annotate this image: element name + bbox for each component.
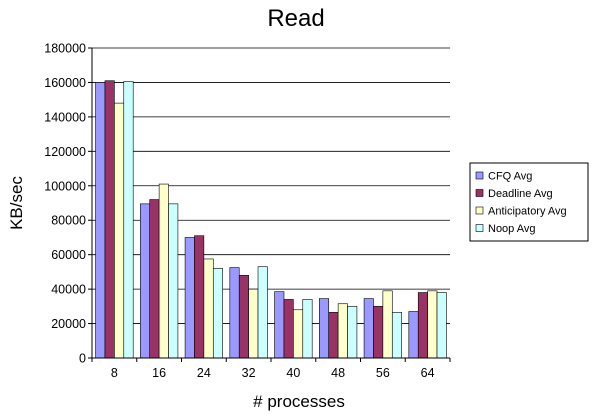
- legend-swatch: [475, 206, 484, 215]
- chart-title: Read: [267, 5, 324, 32]
- bar-anticipatory-avg-64: [427, 290, 438, 359]
- y-tick-label: 140000: [44, 110, 86, 124]
- bar-noop-avg-48: [347, 306, 358, 359]
- bar-cfq-avg-48: [319, 298, 330, 359]
- bar-anticipatory-avg-8: [114, 102, 125, 359]
- bar-deadline-avg-40: [283, 299, 294, 359]
- x-tick-label: 40: [286, 366, 300, 380]
- x-tick-label: 48: [331, 366, 345, 380]
- x-axis-label: # processes: [253, 392, 345, 411]
- legend-label: Noop Avg: [488, 223, 536, 235]
- y-tick-label: 40000: [51, 283, 86, 297]
- bar-cfq-avg-56: [363, 298, 374, 359]
- bar-cfq-avg-32: [229, 267, 240, 359]
- x-tick-label: 24: [197, 366, 211, 380]
- y-tick-label: 60000: [51, 248, 86, 262]
- bar-anticipatory-avg-40: [293, 309, 304, 359]
- legend: CFQ Avg Deadline Avg Anticipatory Avg Noop …: [469, 162, 589, 242]
- y-tick-label: 120000: [44, 145, 86, 159]
- legend-swatch: [475, 224, 484, 232]
- y-tick-label: 180000: [44, 42, 86, 56]
- x-tick-label: 8: [111, 366, 118, 380]
- bar-deadline-avg-8: [104, 80, 115, 359]
- x-tick-label: 16: [152, 366, 166, 380]
- legend-label: CFQ Avg: [488, 171, 532, 183]
- bar-deadline-avg-16: [149, 199, 160, 359]
- bar-anticipatory-avg-48: [337, 303, 348, 359]
- bar-noop-avg-8: [123, 81, 134, 359]
- bar-cfq-avg-16: [140, 203, 151, 359]
- bar-deadline-avg-56: [373, 306, 384, 359]
- bar-cfq-avg-40: [274, 291, 285, 359]
- bar-noop-avg-16: [168, 203, 179, 359]
- y-tick-label: 100000: [44, 179, 86, 193]
- legend-swatch: [475, 189, 484, 197]
- bar-deadline-avg-32: [238, 275, 249, 359]
- x-tick-label: 64: [421, 366, 435, 380]
- bar-noop-avg-56: [391, 312, 402, 359]
- y-tick-label: 80000: [51, 214, 86, 228]
- legend-box: [469, 162, 589, 242]
- x-tick-label: 56: [376, 366, 390, 380]
- bar-noop-avg-64: [436, 292, 447, 359]
- bar-anticipatory-avg-24: [203, 258, 214, 359]
- bar-anticipatory-avg-56: [382, 290, 393, 359]
- bar-cfq-avg-24: [184, 237, 195, 359]
- legend-label: Deadline Avg: [488, 188, 553, 200]
- bar-cfq-avg-64: [408, 311, 419, 359]
- y-axis-label: KB/sec: [7, 176, 26, 230]
- bar-cfq-avg-8: [95, 82, 106, 359]
- y-tick-label: 20000: [51, 317, 86, 331]
- y-tick-label: 160000: [44, 76, 86, 90]
- legend-swatch: [475, 171, 484, 180]
- y-axis-ticks: 0 20000 40000 60000 80000 100000 120000 140000 1…: [44, 42, 92, 366]
- bar-anticipatory-avg-16: [158, 183, 169, 359]
- x-axis-ticks: 8 16 24 32 40 48 56 64: [91, 358, 451, 380]
- bar-deadline-avg-48: [328, 312, 339, 359]
- bar-anticipatory-avg-32: [248, 288, 259, 359]
- bar-noop-avg-24: [212, 268, 223, 359]
- bar-deadline-avg-24: [194, 235, 205, 359]
- bar-noop-avg-40: [302, 299, 313, 359]
- y-tick-label: 0: [79, 352, 86, 366]
- bar-noop-avg-32: [257, 266, 268, 359]
- bar-deadline-avg-64: [417, 292, 428, 359]
- legend-label: Anticipatory Avg: [488, 206, 567, 218]
- x-tick-label: 32: [242, 366, 256, 380]
